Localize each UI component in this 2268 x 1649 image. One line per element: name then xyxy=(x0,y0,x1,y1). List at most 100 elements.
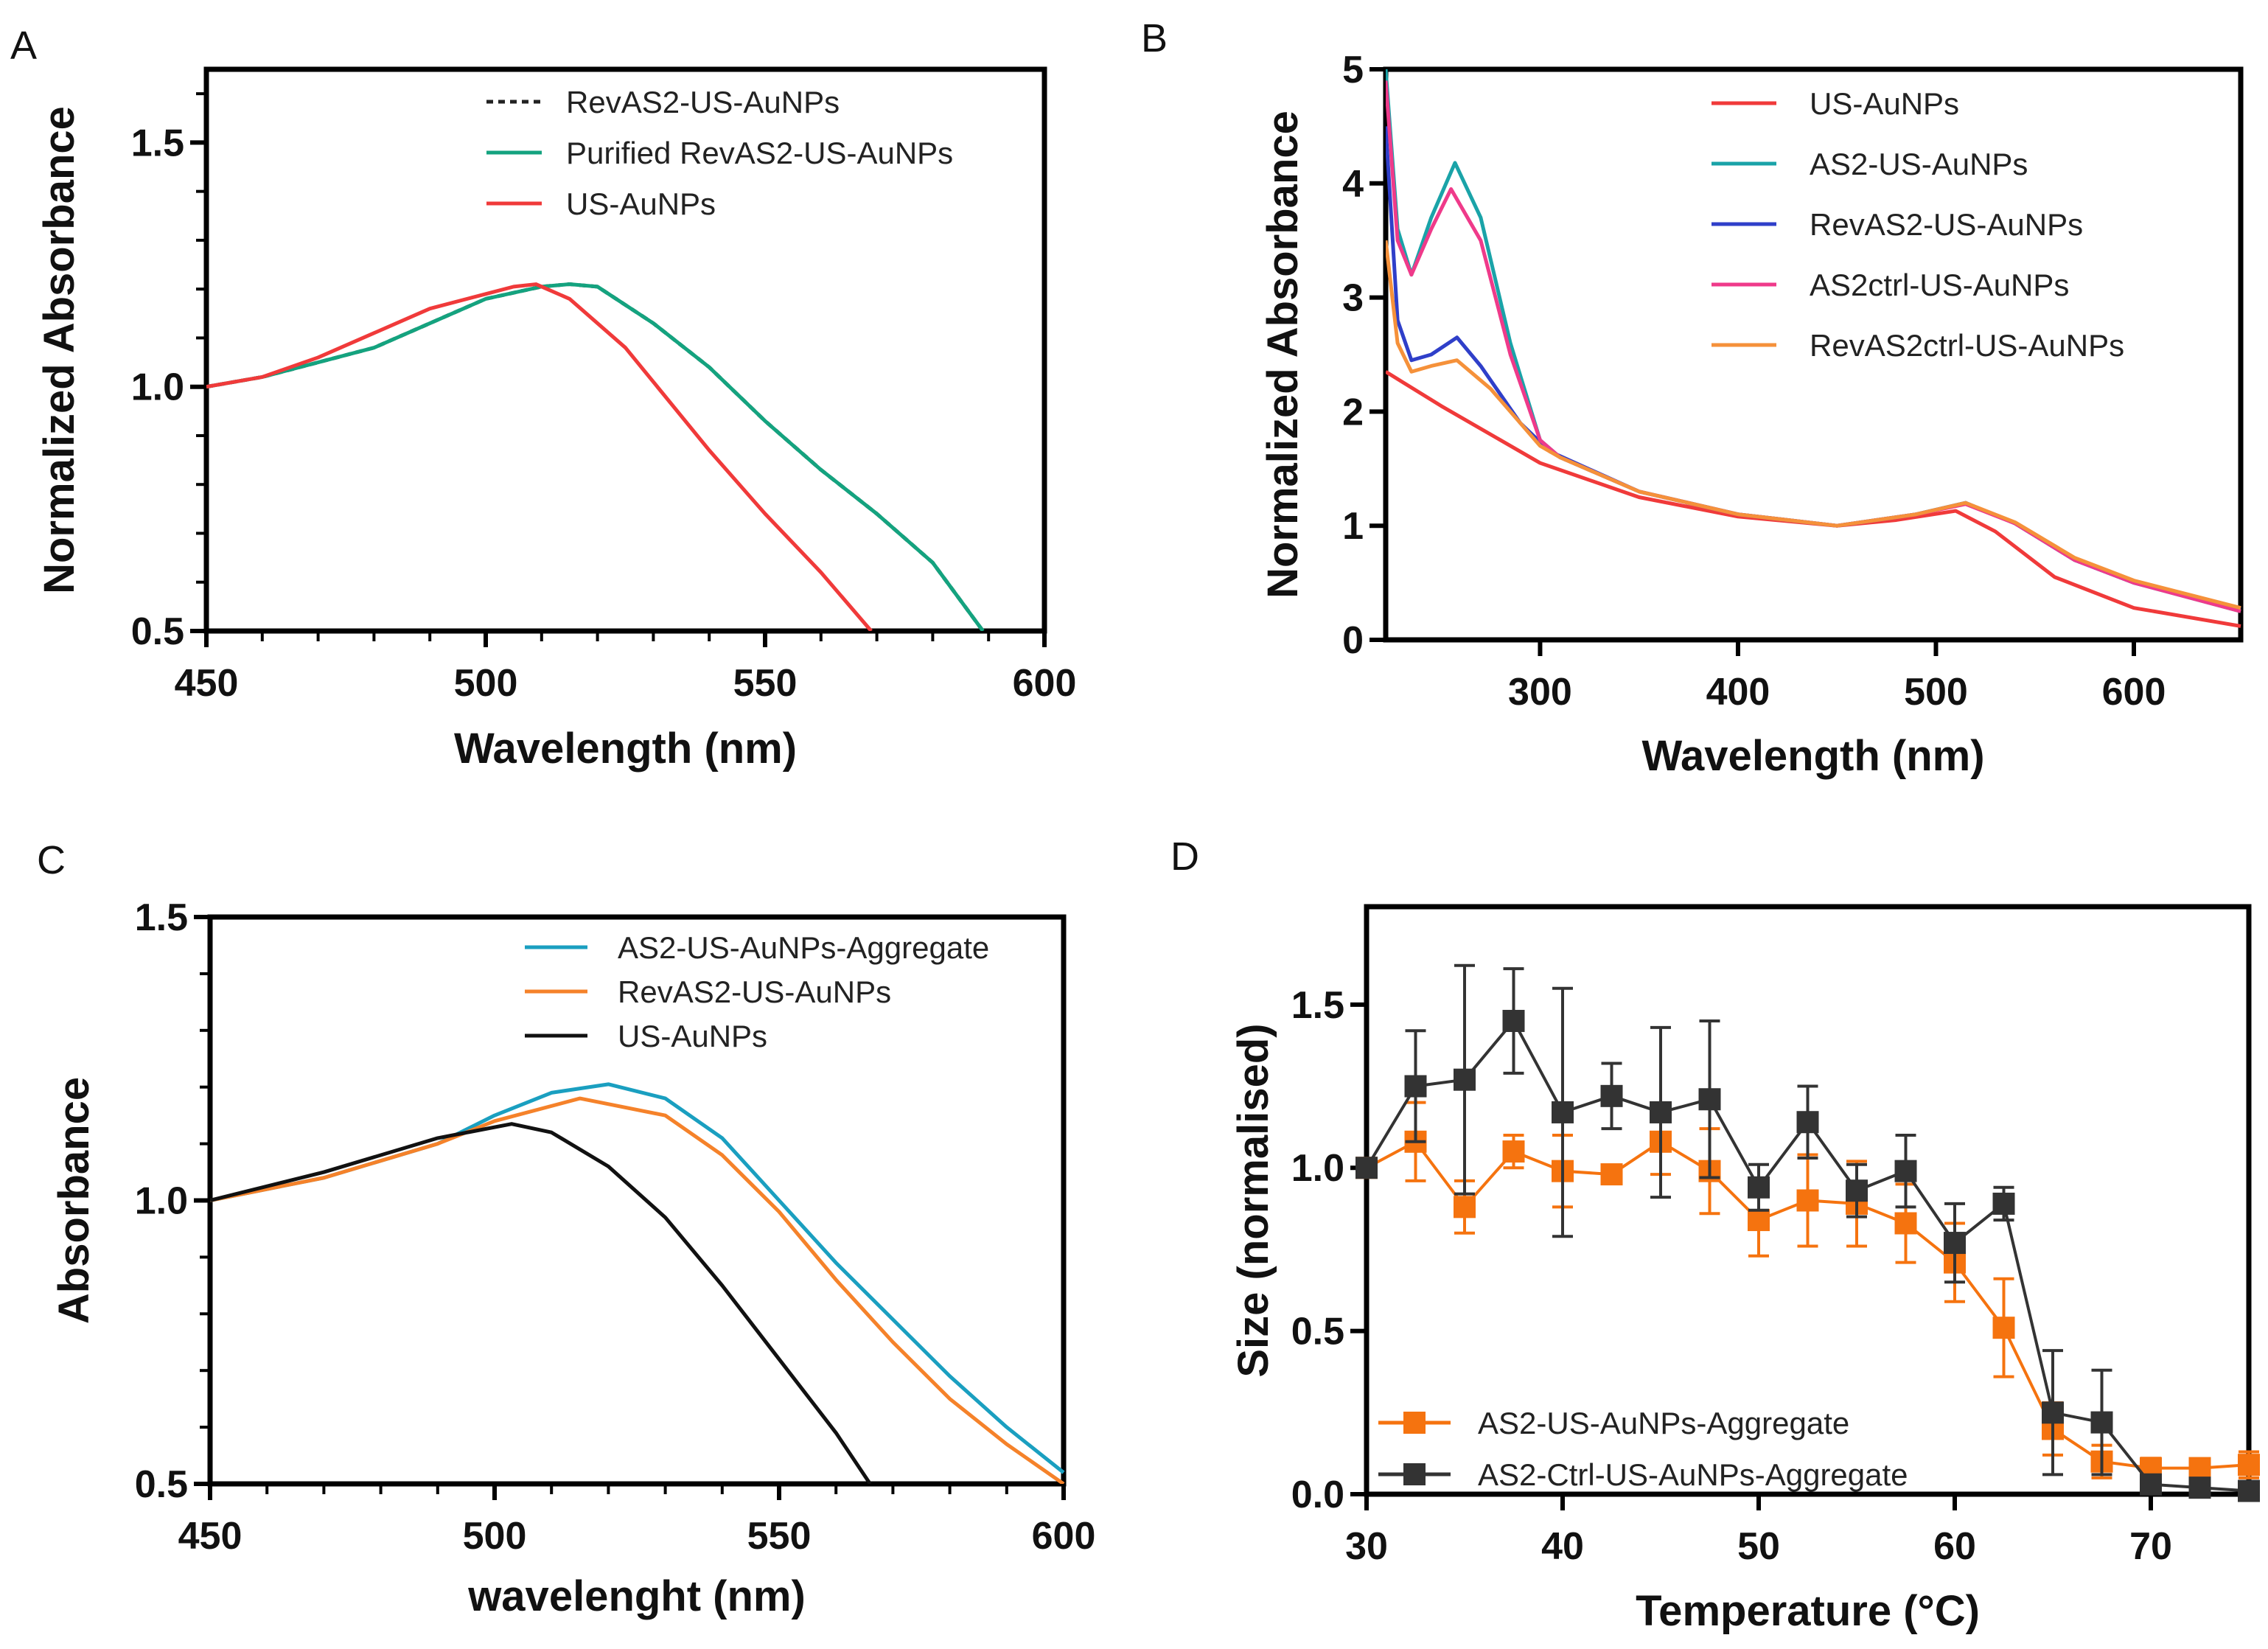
y-tick-label: 3 xyxy=(1342,277,1364,320)
series-line-us-aunps xyxy=(1386,370,2241,628)
y-axis-title: Size (normalised) xyxy=(1229,1023,1277,1377)
data-point-as2-ctrl-us-aunps-aggregate xyxy=(1600,1084,1623,1107)
plot-frame xyxy=(203,66,1047,634)
legend-label: RevAS2-US-AuNPs xyxy=(566,85,840,119)
data-point-as2-ctrl-us-aunps-aggregate xyxy=(1650,1101,1672,1123)
data-point-as2-us-aunps-aggregate xyxy=(1748,1209,1770,1232)
legend-marker xyxy=(1403,1412,1426,1434)
data-point-as2-ctrl-us-aunps-aggregate xyxy=(1355,1157,1378,1179)
legend-label: US-AuNPs xyxy=(1810,86,1959,121)
data-point-as2-ctrl-us-aunps-aggregate xyxy=(1944,1232,1966,1255)
x-axis-title: Wavelength (nm) xyxy=(454,725,797,773)
y-tick-label: 0.0 xyxy=(1291,1474,1344,1516)
data-point-as2-us-aunps-aggregate xyxy=(1992,1317,2015,1339)
legend-label: RevAS2-US-AuNPs xyxy=(618,975,891,1009)
y-tick-label: 0.5 xyxy=(131,610,184,653)
data-point-as2-ctrl-us-aunps-aggregate xyxy=(2140,1473,2162,1496)
x-tick-label: 550 xyxy=(747,1515,812,1558)
data-point-as2-ctrl-us-aunps-aggregate xyxy=(1894,1160,1917,1182)
y-tick-label: 5 xyxy=(1342,49,1364,91)
data-point-as2-ctrl-us-aunps-aggregate xyxy=(2042,1401,2064,1424)
legend-label: AS2-US-AuNPs xyxy=(1810,147,2028,181)
x-tick-label: 450 xyxy=(175,662,239,705)
data-point-as2-ctrl-us-aunps-aggregate xyxy=(1454,1068,1476,1091)
series-line-as2-us-aunps-aggregate xyxy=(210,1082,1065,1474)
y-tick-label: 1.0 xyxy=(135,1180,188,1223)
x-tick-label: 400 xyxy=(1706,671,1770,714)
data-point-as2-ctrl-us-aunps-aggregate xyxy=(1552,1101,1574,1123)
plot-frame xyxy=(1383,66,2244,643)
chart-panel-c: 450 500 550 600 0.5 1.0 1.5 wavelenght (nm) Abso… xyxy=(50,896,1095,1620)
y-tick-label: 1.5 xyxy=(1291,984,1344,1027)
x-tick-label: 300 xyxy=(1508,671,1572,714)
y-tick-label: 0.5 xyxy=(135,1463,188,1506)
series-line-us-aunps xyxy=(210,1122,872,1484)
data-point-as2-us-aunps-aggregate xyxy=(2188,1457,2211,1479)
data-point-as2-us-aunps-aggregate xyxy=(1600,1163,1623,1186)
data-point-as2-us-aunps-aggregate xyxy=(2238,1454,2260,1477)
plot-frame xyxy=(1364,904,2252,1497)
data-point-as2-ctrl-us-aunps-aggregate xyxy=(1796,1111,1819,1134)
x-tick-label: 40 xyxy=(1541,1525,1584,1568)
x-tick-label: 450 xyxy=(178,1515,242,1558)
x-tick-label: 600 xyxy=(1013,662,1077,705)
x-tick-label: 600 xyxy=(2102,671,2166,714)
data-point-as2-us-aunps-aggregate xyxy=(1796,1189,1819,1212)
y-tick-label: 1 xyxy=(1342,505,1364,548)
data-point-as2-ctrl-us-aunps-aggregate xyxy=(1992,1192,2015,1215)
x-tick-label: 600 xyxy=(1032,1515,1096,1558)
data-point-as2-ctrl-us-aunps-aggregate xyxy=(1502,1009,1525,1032)
legend-label: AS2-US-AuNPs-Aggregate xyxy=(618,930,989,965)
series-line-revas2-us-aunps xyxy=(210,1096,1065,1484)
legend-label: RevAS2ctrl-US-AuNPs xyxy=(1810,328,2124,363)
legend-label: AS2ctrl-US-AuNPs xyxy=(1810,268,2069,302)
y-axis-title: Normalized Absorbance xyxy=(1259,111,1307,599)
data-point-as2-ctrl-us-aunps-aggregate xyxy=(1404,1075,1427,1098)
x-tick-label: 30 xyxy=(1345,1525,1388,1568)
y-tick-label: 1.0 xyxy=(131,366,184,409)
y-tick-label: 0.5 xyxy=(1291,1311,1344,1353)
x-tick-label: 550 xyxy=(733,662,798,705)
data-point-as2-ctrl-us-aunps-aggregate xyxy=(2090,1411,2113,1434)
legend-label: AS2-Ctrl-US-AuNPs-Aggregate xyxy=(1478,1457,1908,1492)
series-line-us-aunps xyxy=(206,282,873,631)
data-point-as2-us-aunps-aggregate xyxy=(1894,1212,1917,1235)
y-tick-label: 2 xyxy=(1342,391,1364,433)
panel-label-a: A xyxy=(10,24,37,68)
y-axis-title: Absorbance xyxy=(50,1077,98,1324)
panel-label-c: C xyxy=(37,838,66,882)
data-point-as2-us-aunps-aggregate xyxy=(1502,1140,1525,1163)
x-tick-label: 50 xyxy=(1737,1525,1780,1568)
data-point-as2-ctrl-us-aunps-aggregate xyxy=(2188,1477,2211,1499)
legend-label: US-AuNPs xyxy=(566,186,716,221)
legend-marker xyxy=(1403,1463,1426,1485)
y-axis-title: Normalized Absorbance xyxy=(35,106,83,594)
data-point-as2-us-aunps-aggregate xyxy=(1454,1196,1476,1219)
series-line-revas2ctrl-us-aunps xyxy=(1386,240,2241,610)
data-point-as2-ctrl-us-aunps-aggregate xyxy=(2238,1479,2260,1502)
panel-label-d: D xyxy=(1170,834,1199,879)
series-line-revas2-us-aunps xyxy=(206,282,985,631)
panel-label-b: B xyxy=(1141,16,1168,60)
x-axis-title: Temperature (°C) xyxy=(1636,1587,1980,1635)
x-tick-label: 70 xyxy=(2129,1525,2172,1568)
y-tick-label: 1.5 xyxy=(131,122,184,164)
x-tick-label: 500 xyxy=(454,662,518,705)
y-tick-label: 1.0 xyxy=(1291,1147,1344,1190)
data-point-as2-ctrl-us-aunps-aggregate xyxy=(1748,1176,1770,1199)
x-axis-title: wavelenght (nm) xyxy=(467,1572,806,1620)
y-tick-label: 1.5 xyxy=(135,896,188,939)
series-line-purified-revas2-us-aunps xyxy=(206,282,985,631)
x-axis-title: Wavelength (nm) xyxy=(1641,732,1984,780)
data-point-as2-ctrl-us-aunps-aggregate xyxy=(1846,1179,1868,1202)
chart-panel-a: 450 500 550 600 0.5 1.0 1.5 Wavelength (nm) Norm… xyxy=(35,66,1077,773)
y-tick-label: 4 xyxy=(1342,163,1364,206)
x-tick-label: 60 xyxy=(1933,1525,1976,1568)
legend-label: Purified RevAS2-US-AuNPs xyxy=(566,136,953,170)
y-tick-label: 0 xyxy=(1342,619,1364,662)
x-tick-label: 500 xyxy=(1904,671,1968,714)
legend-label: US-AuNPs xyxy=(618,1019,767,1053)
x-tick-label: 500 xyxy=(463,1515,527,1558)
legend-label: AS2-US-AuNPs-Aggregate xyxy=(1478,1406,1849,1440)
